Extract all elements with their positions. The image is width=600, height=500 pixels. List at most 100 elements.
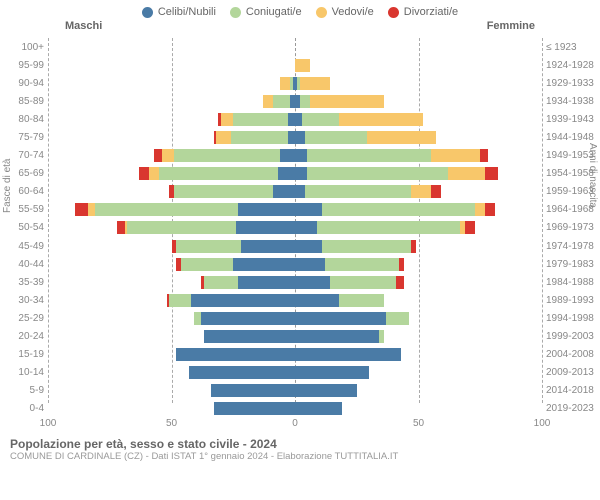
bar-segment <box>411 240 416 253</box>
bar-segment <box>300 77 330 90</box>
age-label: 95-99 <box>0 56 48 74</box>
age-label: 40-44 <box>0 255 48 273</box>
bar-segment <box>278 167 295 180</box>
legend-item: Vedovi/e <box>316 6 374 18</box>
bar-segment <box>233 258 295 271</box>
legend-swatch <box>316 7 327 18</box>
bar-segment <box>295 113 302 126</box>
bar-segment <box>485 203 495 216</box>
year-label: 1974-1978 <box>542 237 600 255</box>
legend-label: Divorziati/e <box>404 6 458 18</box>
age-label: 90-94 <box>0 74 48 92</box>
bar-segment <box>431 185 441 198</box>
chart-title: Popolazione per età, sesso e stato civil… <box>10 437 590 451</box>
age-label: 30-34 <box>0 291 48 309</box>
bar-segment <box>295 366 369 379</box>
bar-segment <box>485 167 497 180</box>
bar-segment <box>233 113 287 126</box>
year-label: 2009-2013 <box>542 364 600 382</box>
x-tick: 100 <box>40 418 57 429</box>
bar-segment <box>241 240 295 253</box>
bar-segment <box>214 402 296 415</box>
bar-segment <box>325 258 399 271</box>
bar-segment <box>295 330 379 343</box>
age-label: 85-89 <box>0 92 48 110</box>
legend-item: Divorziati/e <box>388 6 458 18</box>
year-label: 1959-1963 <box>542 183 600 201</box>
legend-swatch <box>388 7 399 18</box>
bar-row-female <box>295 201 542 219</box>
bar-segment <box>339 294 383 307</box>
bar-segment <box>288 131 295 144</box>
x-axis: 100 50 0 50 100 <box>48 418 542 433</box>
bar-segment <box>448 167 485 180</box>
bar-segment <box>411 185 431 198</box>
gridline <box>542 38 543 403</box>
bar-segment <box>231 131 288 144</box>
bar-segment <box>322 203 475 216</box>
age-label: 55-59 <box>0 201 48 219</box>
bar-segment <box>465 221 475 234</box>
bar-row-male <box>48 110 295 128</box>
bar-segment <box>295 167 307 180</box>
year-label: 1949-1953 <box>542 147 600 165</box>
bar-segment <box>221 113 233 126</box>
bar-segment <box>295 221 317 234</box>
bar-row-male <box>48 74 295 92</box>
bar-segment <box>88 203 95 216</box>
bar-row-female <box>295 165 542 183</box>
age-label: 15-19 <box>0 346 48 364</box>
bar-segment <box>317 221 460 234</box>
x-tick: 100 <box>534 418 551 429</box>
age-label: 65-69 <box>0 165 48 183</box>
year-label: 1939-1943 <box>542 110 600 128</box>
bar-segment <box>322 240 411 253</box>
bar-segment <box>386 312 408 325</box>
legend-item: Celibi/Nubili <box>142 6 216 18</box>
bar-segment <box>295 402 342 415</box>
bar-row-female <box>295 92 542 110</box>
bar-row-female <box>295 273 542 291</box>
bar-row-male <box>48 38 295 56</box>
age-label: 75-79 <box>0 128 48 146</box>
bar-segment <box>204 276 239 289</box>
bar-row-male <box>48 273 295 291</box>
age-label: 80-84 <box>0 110 48 128</box>
legend: Celibi/NubiliConiugati/eVedovi/eDivorzia… <box>0 0 600 20</box>
bar-segment <box>295 348 401 361</box>
bar-row-female <box>295 74 542 92</box>
bar-segment <box>295 258 325 271</box>
year-label: 1979-1983 <box>542 255 600 273</box>
bar-segment <box>295 276 330 289</box>
bar-segment <box>295 240 322 253</box>
year-label: 2019-2023 <box>542 400 600 418</box>
bar-segment <box>174 149 280 162</box>
age-label: 45-49 <box>0 237 48 255</box>
plot-female <box>295 38 542 418</box>
bar-segment <box>159 167 278 180</box>
year-label: 1969-1973 <box>542 219 600 237</box>
year-label: 1994-1998 <box>542 309 600 327</box>
age-label: 50-54 <box>0 219 48 237</box>
bar-row-male <box>48 201 295 219</box>
bar-segment <box>189 366 295 379</box>
legend-swatch <box>230 7 241 18</box>
bar-row-female <box>295 400 542 418</box>
bar-segment <box>295 185 305 198</box>
bar-row-male <box>48 255 295 273</box>
bar-row-male <box>48 147 295 165</box>
legend-label: Vedovi/e <box>332 6 374 18</box>
bar-row-female <box>295 328 542 346</box>
bar-segment <box>295 59 310 72</box>
bar-segment <box>300 95 310 108</box>
bar-segment <box>475 203 485 216</box>
year-label: 1954-1958 <box>542 165 600 183</box>
bar-segment <box>273 185 295 198</box>
age-label: 70-74 <box>0 147 48 165</box>
bar-segment <box>310 95 384 108</box>
age-label: 60-64 <box>0 183 48 201</box>
year-label: 1999-2003 <box>542 328 600 346</box>
bar-segment <box>307 167 448 180</box>
legend-swatch <box>142 7 153 18</box>
bar-row-male <box>48 183 295 201</box>
